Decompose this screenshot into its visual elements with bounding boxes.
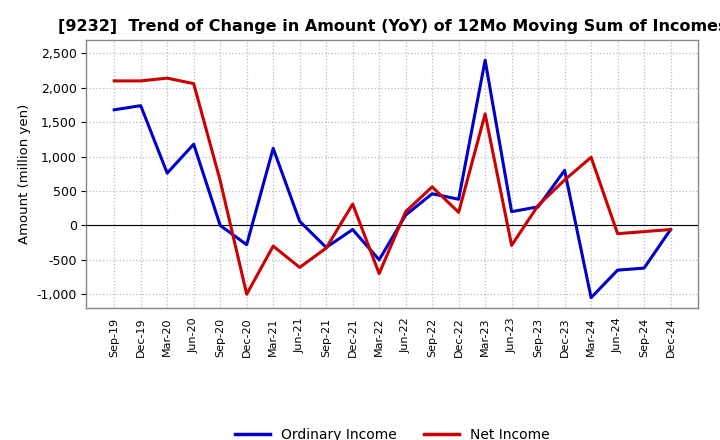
Ordinary Income — [560, 168, 569, 173]
Net Income — [534, 203, 542, 208]
Net Income — [269, 243, 277, 249]
Net Income — [481, 111, 490, 117]
Ordinary Income — [163, 170, 171, 176]
Net Income — [322, 246, 330, 251]
Ordinary Income — [454, 197, 463, 202]
Title: [9232]  Trend of Change in Amount (YoY) of 12Mo Moving Sum of Incomes: [9232] Trend of Change in Amount (YoY) o… — [58, 19, 720, 34]
Ordinary Income — [401, 213, 410, 218]
Net Income — [216, 178, 225, 183]
Ordinary Income — [269, 146, 277, 151]
Ordinary Income — [508, 209, 516, 214]
Ordinary Income — [428, 191, 436, 196]
Ordinary Income — [110, 107, 119, 113]
Net Income — [375, 271, 384, 276]
Ordinary Income — [587, 295, 595, 301]
Net Income — [348, 202, 357, 207]
Net Income — [613, 231, 622, 236]
Ordinary Income — [189, 142, 198, 147]
Y-axis label: Amount (million yen): Amount (million yen) — [18, 104, 31, 244]
Net Income — [666, 227, 675, 232]
Ordinary Income — [375, 257, 384, 263]
Net Income — [295, 265, 304, 270]
Ordinary Income — [322, 245, 330, 250]
Net Income — [401, 209, 410, 214]
Net Income — [508, 243, 516, 248]
Net Income — [640, 229, 649, 234]
Net Income — [587, 154, 595, 160]
Net Income — [428, 184, 436, 190]
Ordinary Income — [613, 268, 622, 273]
Ordinary Income — [295, 219, 304, 224]
Ordinary Income — [243, 242, 251, 247]
Net Income — [243, 292, 251, 297]
Net Income — [454, 210, 463, 215]
Net Income — [110, 78, 119, 84]
Net Income — [163, 76, 171, 81]
Line: Ordinary Income: Ordinary Income — [114, 60, 670, 298]
Net Income — [560, 177, 569, 183]
Ordinary Income — [481, 58, 490, 63]
Net Income — [136, 78, 145, 84]
Ordinary Income — [534, 204, 542, 209]
Legend: Ordinary Income, Net Income: Ordinary Income, Net Income — [235, 428, 550, 440]
Ordinary Income — [640, 265, 649, 271]
Ordinary Income — [216, 223, 225, 228]
Ordinary Income — [666, 227, 675, 232]
Line: Net Income: Net Income — [114, 78, 670, 294]
Ordinary Income — [136, 103, 145, 108]
Ordinary Income — [348, 227, 357, 232]
Net Income — [189, 81, 198, 86]
